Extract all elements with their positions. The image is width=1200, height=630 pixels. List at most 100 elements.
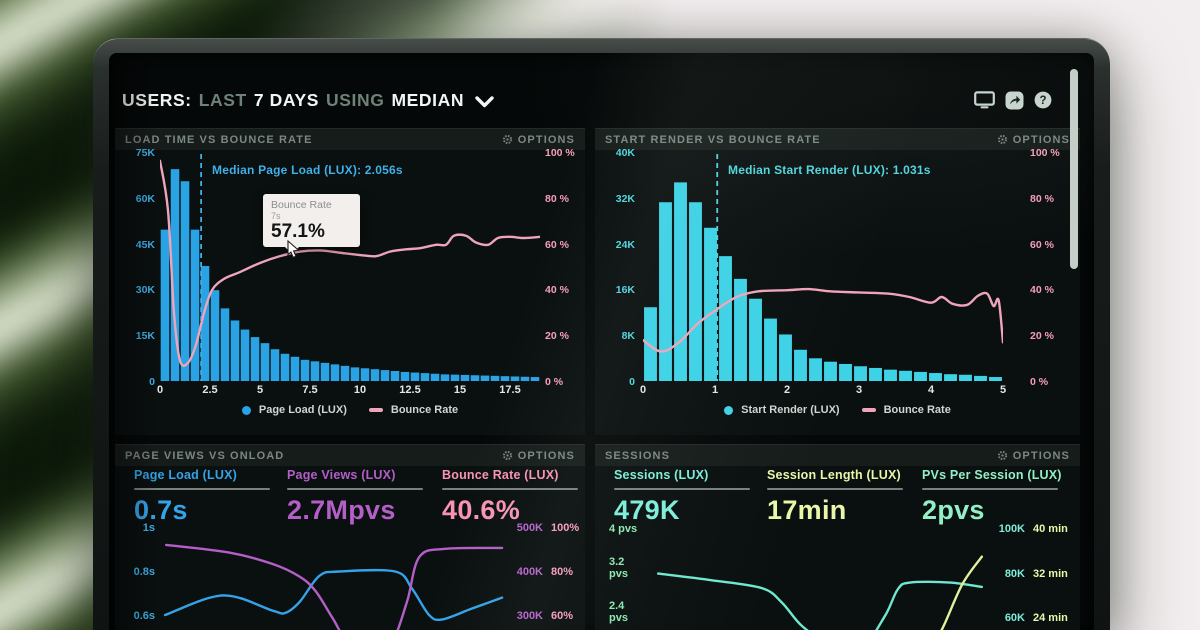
page-views-onload-line-chart[interactable] — [158, 521, 512, 630]
sessions-line-chart[interactable] — [650, 521, 990, 630]
range-value: 7 DAYS — [253, 89, 320, 110]
panel-start-render-vs-bounce-rate: START RENDER VS BOUNCE RATE OPTIONS 40K … — [595, 128, 1080, 435]
metric-value: 2pvs — [922, 495, 985, 525]
axis-tick: 1 — [711, 384, 719, 396]
metric-underline — [134, 488, 270, 490]
options-label: OPTIONS — [1012, 133, 1070, 146]
axis-tick: 7.5 — [302, 384, 318, 396]
metric-pvs-per-session: PVs Per Session (LUX) 2pvs — [922, 468, 1061, 526]
panel-header: START RENDER VS BOUNCE RATE OPTIONS — [595, 128, 1080, 150]
panel-title: START RENDER VS BOUNCE RATE — [605, 133, 821, 146]
axis-tick: 12.5 — [399, 384, 421, 396]
metric-label: Page Views (LUX) — [287, 468, 396, 482]
axis-tick: 80 % — [1030, 192, 1054, 205]
axis-tick: 40 % — [1030, 284, 1054, 297]
metric-label: Sessions (LUX) — [614, 468, 709, 482]
axis-tick: 100 % — [545, 147, 575, 159]
axis-tick: 60% — [551, 610, 574, 622]
y-axis-left: 75K 60K 45K 30K 15K 0 — [119, 147, 155, 388]
options-button[interactable]: OPTIONS — [997, 134, 1070, 146]
tooltip: Bounce Rate 7s 57.1% — [263, 194, 360, 254]
tooltip-x-value: 7s — [271, 211, 281, 221]
panel-title: LOAD TIME VS BOUNCE RATE — [125, 133, 313, 146]
axis-tick: 8K — [621, 330, 635, 343]
y-axis-right: 100 % 80 % 60 % 40 % 20 % 0 % — [1030, 147, 1068, 388]
axis-tick-row: 80K 32 min — [995, 568, 1068, 580]
axis-tick: 3.2 pvs — [609, 555, 628, 580]
users-label: USERS: — [122, 89, 192, 110]
y-axis-left: 4 pvs 3.2 pvs 2.4 pvs — [609, 523, 645, 624]
axis-tick: 24K — [615, 238, 635, 251]
axis-tick: 0 — [149, 375, 155, 388]
load-time-histogram-chart[interactable] — [160, 154, 540, 381]
start-render-histogram-chart[interactable] — [643, 154, 1003, 381]
legend-line-icon — [861, 408, 876, 412]
tooltip-series: Bounce Rate — [271, 199, 332, 211]
options-button[interactable]: OPTIONS — [502, 450, 575, 462]
axis-tick-row: 400K 80% — [508, 566, 579, 578]
mouse-cursor-icon — [287, 240, 300, 259]
metric-value: 479K — [614, 495, 680, 525]
axis-tick: 100K — [998, 523, 1025, 535]
options-button[interactable]: OPTIONS — [997, 450, 1070, 462]
metric-value: 40.6% — [442, 495, 521, 525]
axis-tick: 0 % — [1030, 375, 1049, 388]
panel-page-views-vs-onload: PAGE VIEWS VS ONLOAD OPTIONS Page Load (… — [115, 444, 585, 630]
metric-underline — [614, 488, 750, 490]
axis-tick: 17.5 — [499, 384, 521, 396]
chevron-down-icon — [475, 95, 494, 107]
median-annotation: Median Page Load (LUX): 2.056s — [212, 163, 403, 177]
legend-label: Bounce Rate — [883, 404, 951, 416]
axis-tick: 20 % — [545, 330, 569, 343]
panel-sessions: SESSIONS OPTIONS Sessions (LUX) 479K Ses… — [595, 444, 1080, 630]
display-icon[interactable] — [974, 91, 995, 109]
metric-label: Bounce Rate (LUX) — [442, 468, 559, 482]
axis-tick: 40K — [615, 147, 635, 159]
options-label: OPTIONS — [517, 133, 575, 146]
axis-tick-row: 100K 40 min — [995, 523, 1068, 535]
metric-sessions: Sessions (LUX) 479K — [614, 468, 750, 526]
legend-label: Start Render (LUX) — [741, 404, 840, 416]
axis-tick-row: 300K 60% — [508, 610, 579, 622]
axis-tick: 0.8s — [133, 566, 155, 578]
chart-legend: Start Render (LUX) Bounce Rate — [595, 404, 1080, 416]
axis-tick: 500K — [516, 522, 543, 534]
panel-title: PAGE VIEWS VS ONLOAD — [125, 449, 285, 462]
axis-tick: 15K — [135, 330, 155, 343]
legend-label: Page Load (LUX) — [258, 404, 347, 416]
axis-tick: 40 min — [1033, 523, 1068, 535]
axis-tick: 80 % — [545, 192, 569, 205]
gear-icon — [502, 134, 512, 145]
axis-tick: 2 — [783, 384, 791, 396]
panel-load-time-vs-bounce-rate: LOAD TIME VS BOUNCE RATE OPTIONS 75K 60K… — [115, 128, 585, 435]
axis-tick: 0 % — [545, 375, 564, 388]
users-range-dropdown[interactable]: USERS: LAST 7 DAYS USING MEDIAN — [122, 90, 494, 111]
options-label: OPTIONS — [1012, 449, 1070, 462]
tooltip-value: 57.1% — [271, 221, 325, 242]
panel-header: PAGE VIEWS VS ONLOAD OPTIONS — [115, 444, 585, 466]
using-label: USING — [326, 89, 385, 110]
axis-tick: 80K — [1004, 567, 1025, 580]
metric-label: Page Load (LUX) — [134, 468, 238, 482]
axis-tick: 5 — [256, 384, 264, 396]
app-header: USERS: LAST 7 DAYS USING MEDIAN ? — [122, 85, 1082, 115]
axis-tick: 300K — [516, 610, 543, 622]
gear-icon — [502, 450, 512, 461]
gear-icon — [997, 450, 1007, 461]
options-button[interactable]: OPTIONS — [502, 134, 575, 146]
median-annotation: Median Start Render (LUX): 1.031s — [728, 163, 931, 177]
axis-tick: 2.4 pvs — [609, 600, 628, 624]
help-icon[interactable]: ? — [1034, 91, 1052, 109]
toolbar: ? — [974, 91, 1052, 110]
axis-tick: 30K — [135, 284, 155, 297]
axis-tick: 80% — [551, 566, 574, 578]
y-axis-right: 500K 100% 400K 80% 300K 60% — [508, 522, 579, 622]
axis-tick: 40 % — [545, 284, 569, 297]
share-icon[interactable] — [1005, 91, 1024, 110]
laptop: USERS: LAST 7 DAYS USING MEDIAN ? — [93, 38, 1110, 630]
axis-tick: 4 pvs — [609, 523, 638, 535]
scrollbar[interactable] — [1070, 69, 1078, 269]
axis-tick: 60K — [1004, 612, 1025, 624]
y-axis-left: 40K 32K 24K 16K 8K 0 — [603, 147, 635, 388]
axis-tick: 4 — [927, 384, 935, 396]
